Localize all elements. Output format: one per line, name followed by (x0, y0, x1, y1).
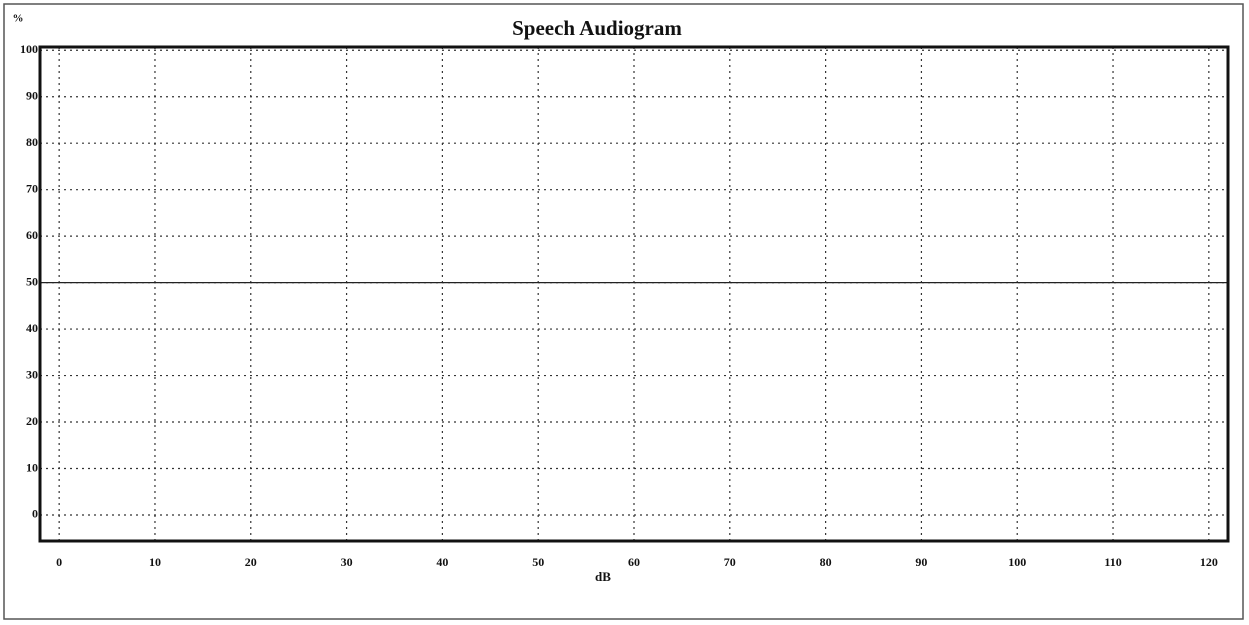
y-tick-label: 20 (26, 414, 38, 428)
x-tick-label: 70 (724, 555, 736, 569)
y-tick-label: 0 (32, 507, 38, 521)
chart-title: Speech Audiogram (512, 16, 682, 40)
x-tick-label: 50 (532, 555, 544, 569)
plot-border (38, 45, 1230, 543)
y-tick-label: 100 (20, 42, 38, 56)
y-tick-label: 60 (26, 228, 38, 242)
y-tick-label: 30 (26, 367, 38, 381)
y-tick-label: 90 (26, 88, 38, 102)
x-tick-label: 80 (820, 555, 832, 569)
x-tick-label: 120 (1200, 555, 1218, 569)
x-axis-label: dB (595, 569, 611, 584)
y-tick-label: 40 (26, 321, 38, 335)
y-tick-label: 50 (26, 274, 38, 288)
x-tick-label: 30 (341, 555, 353, 569)
x-tick-label: 110 (1104, 555, 1121, 569)
y-tick-label: 80 (26, 135, 38, 149)
y-axis-label: % (13, 13, 24, 25)
x-tick-label: 60 (628, 555, 640, 569)
y-tick-label: 70 (26, 181, 38, 195)
y-tick-label: 10 (26, 460, 38, 474)
frame (3, 3, 1244, 620)
x-tick-label: 0 (56, 555, 62, 569)
x-tick-label: 90 (915, 555, 927, 569)
x-tick-label: 10 (149, 555, 161, 569)
x-tick-label: 20 (245, 555, 257, 569)
x-tick-label: 40 (436, 555, 448, 569)
x-tick-label: 100 (1008, 555, 1026, 569)
